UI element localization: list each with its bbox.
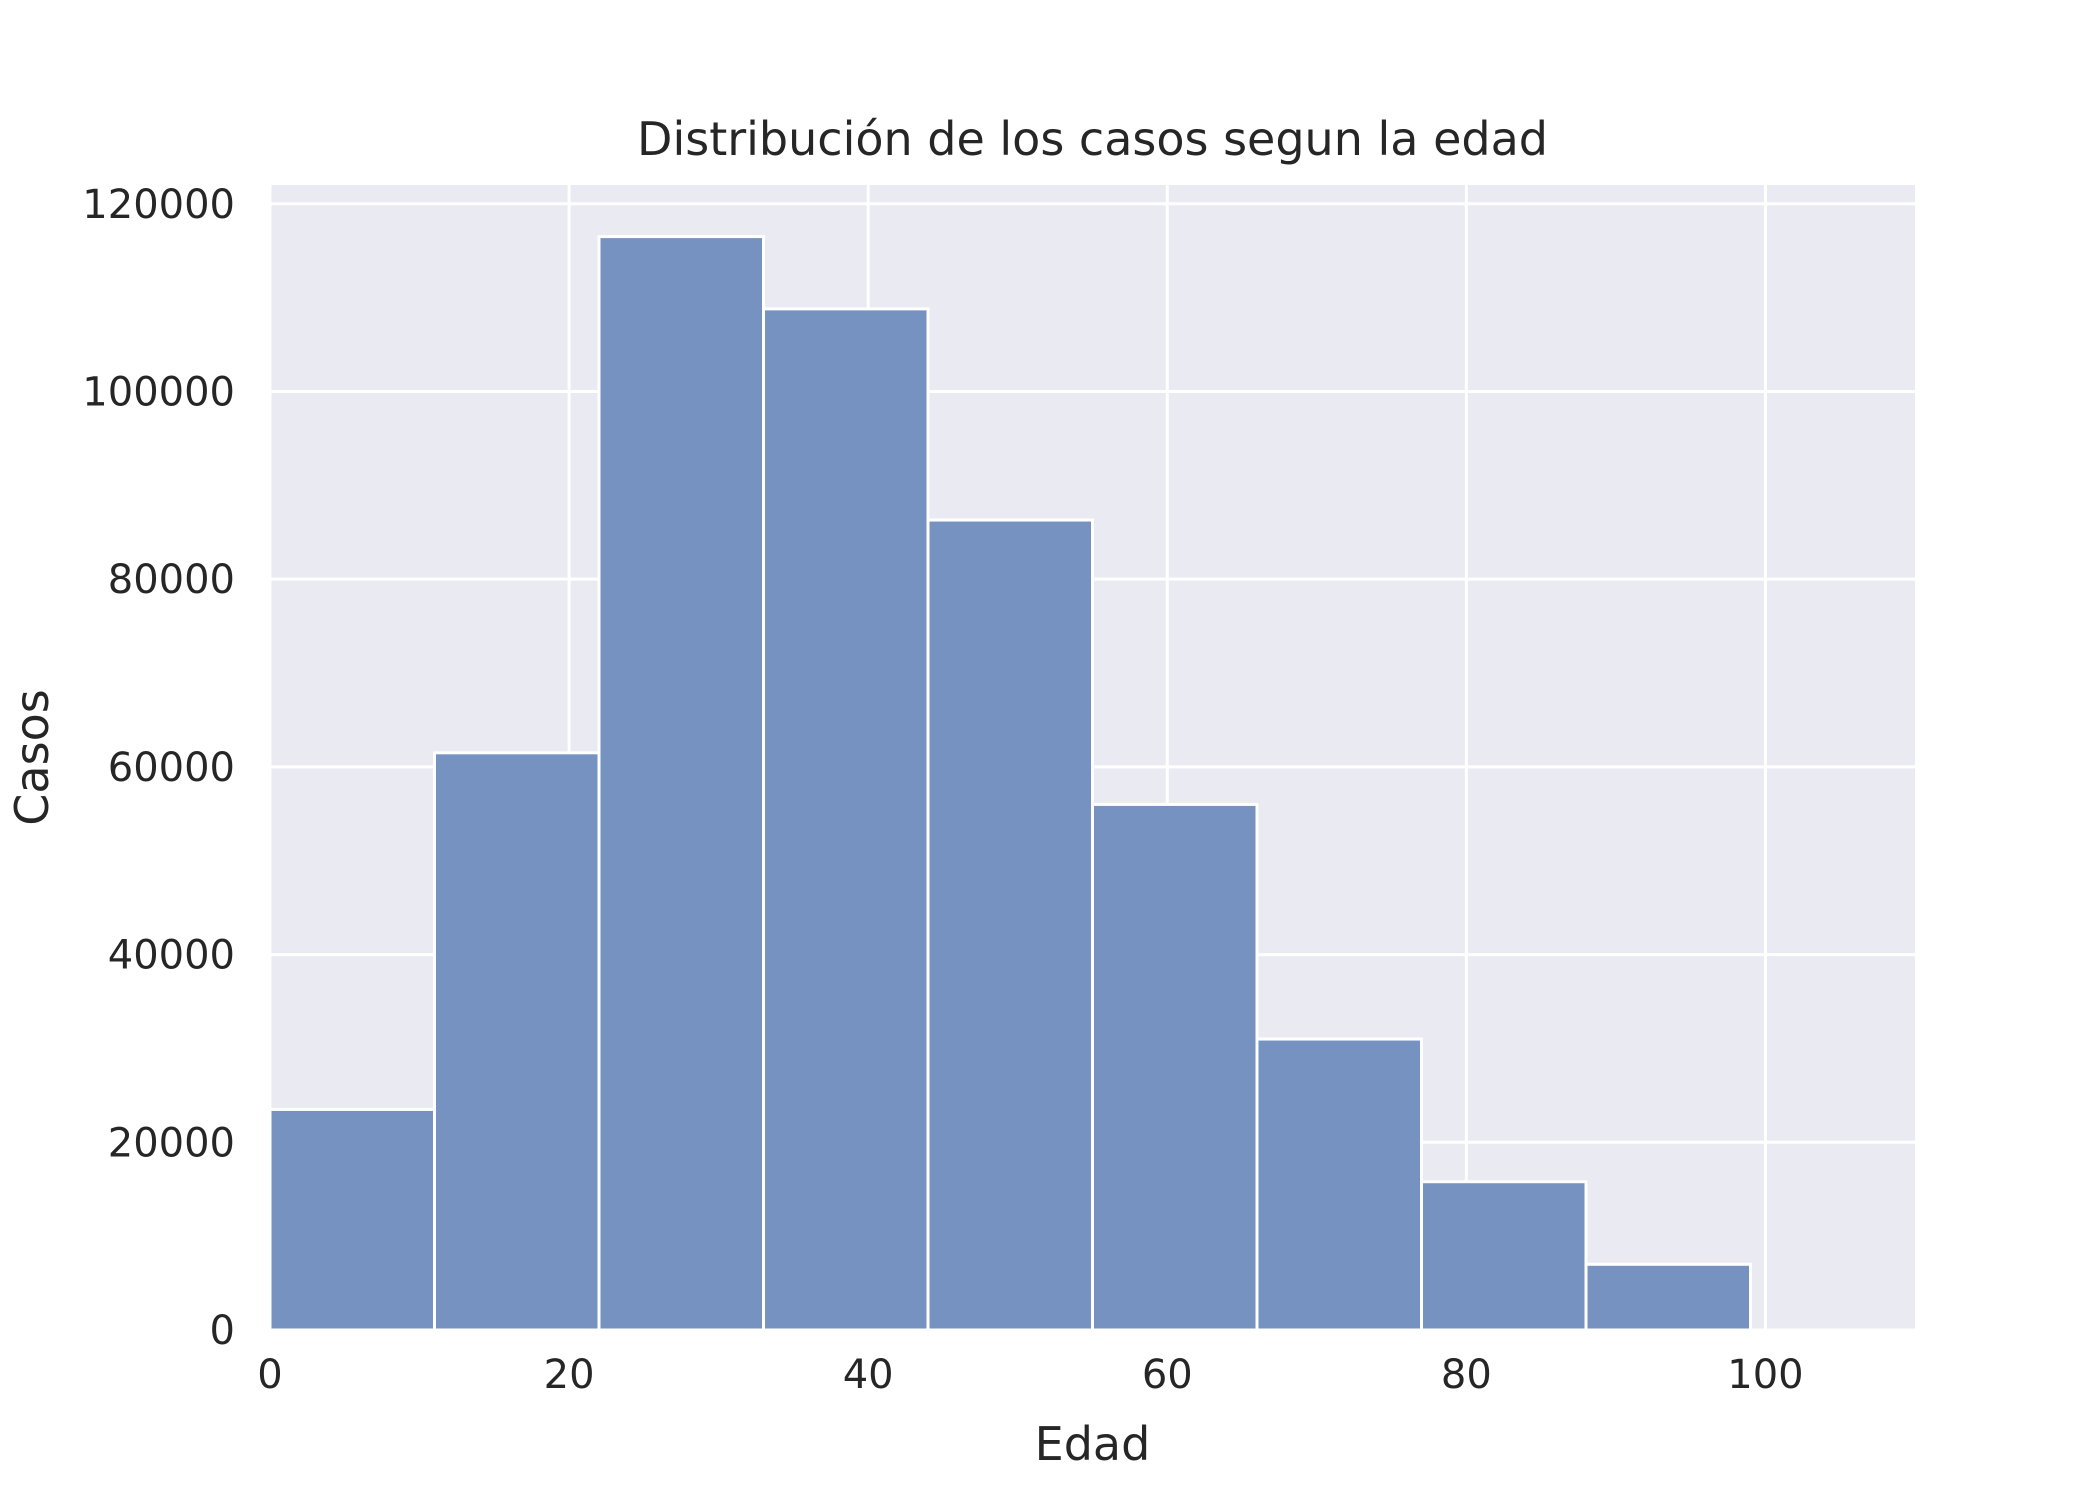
histogram-bar-0 [268, 1107, 436, 1332]
x-tick-label-1: 20 [544, 1352, 595, 1398]
y-tick-label-3: 60000 [108, 745, 235, 791]
histogram-bar-6 [1255, 1037, 1423, 1332]
x-tick-label-4: 80 [1441, 1352, 1492, 1398]
histogram-bar-8 [1584, 1262, 1752, 1332]
x-tick-label-0: 0 [257, 1352, 282, 1398]
x-axis-label: Edad [1035, 1417, 1151, 1471]
chart-title: Distribución de los casos segun la edad [637, 112, 1548, 166]
x-tick-label-5: 100 [1727, 1352, 1803, 1398]
histogram-bar-2 [597, 235, 765, 1332]
x-axis-ticks: 0 20 40 60 80 100 [257, 1352, 1803, 1398]
y-tick-label-0: 0 [210, 1308, 235, 1354]
y-tick-label-1: 20000 [108, 1120, 235, 1166]
x-tick-label-2: 40 [843, 1352, 894, 1398]
histogram-bar-7 [1420, 1180, 1588, 1332]
histogram-bar-5 [1091, 802, 1259, 1332]
histogram-bar-4 [926, 518, 1094, 1332]
x-tick-label-3: 60 [1142, 1352, 1193, 1398]
y-tick-label-2: 40000 [108, 933, 235, 979]
y-tick-label-5: 100000 [82, 369, 235, 415]
y-axis-label: Casos [5, 689, 59, 825]
histogram-bars [268, 235, 1752, 1332]
y-tick-label-6: 120000 [82, 182, 235, 228]
y-tick-label-4: 80000 [108, 557, 235, 603]
histogram-bar-3 [762, 307, 930, 1332]
histogram-bar-1 [433, 751, 601, 1332]
y-axis-ticks: 0 20000 40000 60000 80000 100000 120000 [82, 182, 235, 1354]
